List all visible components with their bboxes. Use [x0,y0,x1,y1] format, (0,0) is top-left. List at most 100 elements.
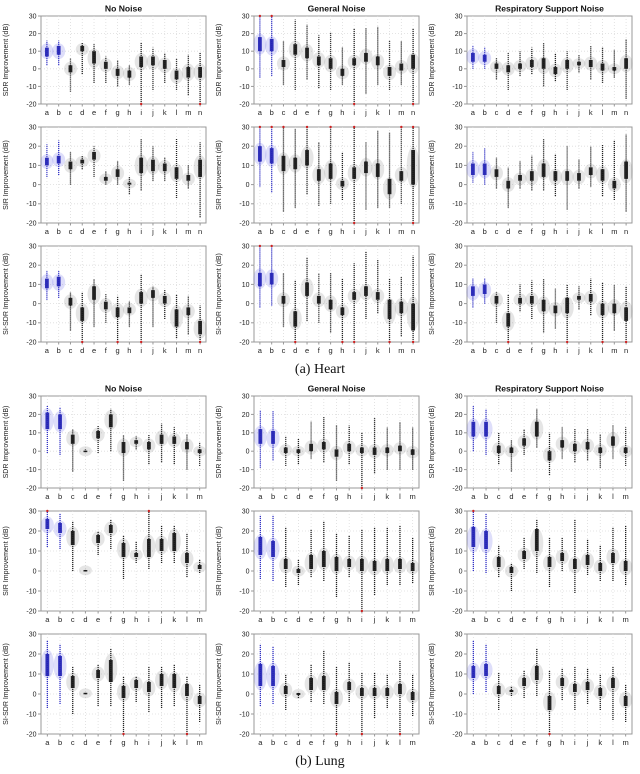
x-tick-label: a [471,108,476,117]
x-tick-label: g [329,227,333,236]
x-tick-label: c [71,615,75,624]
violin-box [484,421,488,437]
violin-box [359,447,364,454]
violin-m [394,125,408,204]
violin-box [347,443,352,452]
x-tick-label: d [80,227,84,236]
violin-box [398,684,402,694]
x-tick-label: k [385,492,389,501]
violin-c [63,58,77,92]
violin-box [482,284,487,294]
violin-f [317,416,331,463]
violin-box [121,686,126,698]
x-tick-label: j [151,227,154,236]
violin-i [142,666,156,712]
violin-i [355,529,369,613]
violin-box [411,303,416,331]
y-tick-label: -20 [239,731,249,738]
x-tick-label: m [185,346,191,355]
x-tick-label: k [163,346,167,355]
x-tick-label: j [577,227,580,236]
violin-box [572,684,577,692]
violin-l [170,294,184,339]
violin-box [598,563,603,571]
violin-box [398,445,402,452]
y-tick-label: -20 [452,101,462,108]
violin-box [482,54,487,62]
violin-box [385,688,390,696]
clip-marker-high [472,509,475,513]
x-tick-label: d [509,492,513,501]
x-tick-label: a [471,738,476,747]
x-tick-label: c [282,227,286,236]
plot-heart-sdr-no-noise: a b c d e f g h i j k l m n -20 -10 0 10 20 30 No Noise SDR I… [3,4,207,117]
x-tick-label: k [385,615,389,624]
x-tick-label: f [536,492,539,501]
violin-box [553,305,558,314]
x-tick-label: h [553,108,557,117]
violin-box [410,563,415,571]
violin-l [393,660,407,736]
violin-box [541,299,546,312]
y-axis-label: SDR Improvement (dB) [3,406,10,479]
violin-b [52,140,66,175]
y-tick-label: 30 [29,124,37,131]
x-tick-label: c [69,227,73,236]
violin-l [170,138,184,199]
violin-box [185,684,189,696]
violin-j [146,47,160,90]
violin-box [411,54,416,69]
violin-g [117,535,130,579]
axes-box [40,245,207,343]
clip-marker-low [352,340,356,344]
x-tick-label: h [347,492,351,501]
violin-box [611,436,615,446]
x-tick-label: i [566,108,568,117]
x-tick-label: k [376,108,380,117]
violin-box [347,682,352,690]
x-tick-label: m [623,615,629,624]
violin-box [108,414,113,428]
x-tick-label: m [398,227,404,236]
violin-box [398,559,402,569]
y-tick-label: -20 [452,339,462,346]
x-tick-label: a [258,492,263,501]
y-tick-label: 10 [29,49,37,56]
violin-box [305,47,309,59]
x-tick-label: m [623,738,629,747]
violin-box [92,51,96,64]
violin-box [352,167,357,179]
violin-m [406,537,420,583]
clip-marker-low [411,340,415,344]
violin-box [496,686,501,694]
violin-j [581,429,595,461]
violin-box [411,150,416,185]
plot-lung-sisdr-no-noise: a b c d e f g h i j k l m -20 -10 0 10 20 30 SI-SDR Improve… [3,631,207,747]
violin-box [186,307,191,316]
violin-box [541,163,546,177]
x-tick-label: d [293,108,297,117]
violin-box [309,678,314,690]
x-tick-label: f [110,492,113,501]
x-tick-label: g [547,615,551,624]
violin-d [75,155,89,170]
violin-i [355,432,369,490]
y-tick-label: 20 [29,528,37,535]
violin-a [40,270,54,300]
violin-e [91,425,105,454]
clip-marker-high [270,244,273,248]
x-tick-label: j [577,108,580,117]
clip-marker-low [139,102,143,106]
y-tick-label: -20 [452,608,462,615]
violin-box [484,531,488,549]
violin-box [518,63,522,69]
x-tick-label: m [197,492,203,501]
violin-box [258,429,263,444]
violin-l [393,421,407,470]
x-tick-label: f [105,346,108,355]
x-tick-label: b [57,346,61,355]
violin-a [466,278,480,308]
violin-b [266,646,280,704]
x-tick-label: b [58,492,62,501]
x-tick-label: d [83,738,87,747]
